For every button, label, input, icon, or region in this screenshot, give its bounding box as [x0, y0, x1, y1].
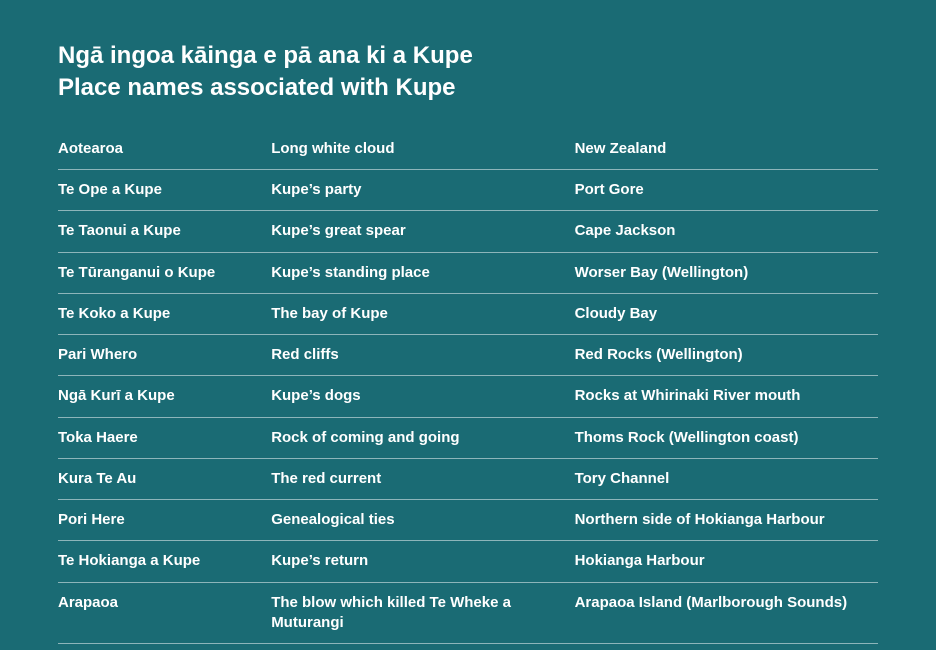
maori-name-cell: Ngā Kurī a Kupe [58, 376, 271, 417]
maori-name-cell: Te Hokianga a Kupe [58, 541, 271, 582]
page-title: Ngā ingoa kāinga e pā ana ki a Kupe Plac… [58, 40, 878, 105]
place-names-table: AotearoaLong white cloudNew ZealandTe Op… [58, 129, 878, 644]
modern-name-cell: Hokianga Harbour [575, 541, 878, 582]
table-row: Toka HaereRock of coming and goingThoms … [58, 417, 878, 458]
table-row: Te Taonui a KupeKupe’s great spearCape J… [58, 211, 878, 252]
modern-name-cell: Cloudy Bay [575, 293, 878, 334]
maori-name-cell: Te Koko a Kupe [58, 293, 271, 334]
modern-name-cell: Red Rocks (Wellington) [575, 335, 878, 376]
modern-name-cell: Port Gore [575, 170, 878, 211]
meaning-cell: Kupe’s party [271, 170, 574, 211]
modern-name-cell: Arapaoa Island (Marlborough Sounds) [575, 582, 878, 644]
maori-name-cell: Arapaoa [58, 582, 271, 644]
maori-name-cell: Te Tūranganui o Kupe [58, 252, 271, 293]
meaning-cell: The red current [271, 458, 574, 499]
table-row: AotearoaLong white cloudNew Zealand [58, 129, 878, 170]
modern-name-cell: Tory Channel [575, 458, 878, 499]
meaning-cell: The bay of Kupe [271, 293, 574, 334]
meaning-cell: Rock of coming and going [271, 417, 574, 458]
modern-name-cell: Cape Jackson [575, 211, 878, 252]
modern-name-cell: New Zealand [575, 129, 878, 170]
meaning-cell: Kupe’s great spear [271, 211, 574, 252]
modern-name-cell: Rocks at Whirinaki River mouth [575, 376, 878, 417]
table-row: Kura Te AuThe red currentTory Channel [58, 458, 878, 499]
maori-name-cell: Kura Te Au [58, 458, 271, 499]
table-row: Te Hokianga a KupeKupe’s returnHokianga … [58, 541, 878, 582]
maori-name-cell: Pari Whero [58, 335, 271, 376]
meaning-cell: Kupe’s standing place [271, 252, 574, 293]
meaning-cell: Long white cloud [271, 129, 574, 170]
table-row: ArapaoaThe blow which killed Te Wheke a … [58, 582, 878, 644]
table-row: Te Tūranganui o KupeKupe’s standing plac… [58, 252, 878, 293]
table-row: Ngā Kurī a KupeKupe’s dogsRocks at Whiri… [58, 376, 878, 417]
meaning-cell: Kupe’s dogs [271, 376, 574, 417]
maori-name-cell: Te Ope a Kupe [58, 170, 271, 211]
table-row: Pari WheroRed cliffsRed Rocks (Wellingto… [58, 335, 878, 376]
table-row: Te Koko a KupeThe bay of KupeCloudy Bay [58, 293, 878, 334]
meaning-cell: Genealogical ties [271, 500, 574, 541]
title-line-2: Place names associated with Kupe [58, 72, 878, 104]
meaning-cell: The blow which killed Te Wheke a Muturan… [271, 582, 574, 644]
maori-name-cell: Te Taonui a Kupe [58, 211, 271, 252]
meaning-cell: Red cliffs [271, 335, 574, 376]
modern-name-cell: Worser Bay (Wellington) [575, 252, 878, 293]
table-row: Pori HereGenealogical tiesNorthern side … [58, 500, 878, 541]
title-line-1: Ngā ingoa kāinga e pā ana ki a Kupe [58, 40, 878, 72]
modern-name-cell: Northern side of Hokianga Harbour [575, 500, 878, 541]
table-row: Te Ope a KupeKupe’s partyPort Gore [58, 170, 878, 211]
maori-name-cell: Pori Here [58, 500, 271, 541]
maori-name-cell: Aotearoa [58, 129, 271, 170]
meaning-cell: Kupe’s return [271, 541, 574, 582]
maori-name-cell: Toka Haere [58, 417, 271, 458]
modern-name-cell: Thoms Rock (Wellington coast) [575, 417, 878, 458]
